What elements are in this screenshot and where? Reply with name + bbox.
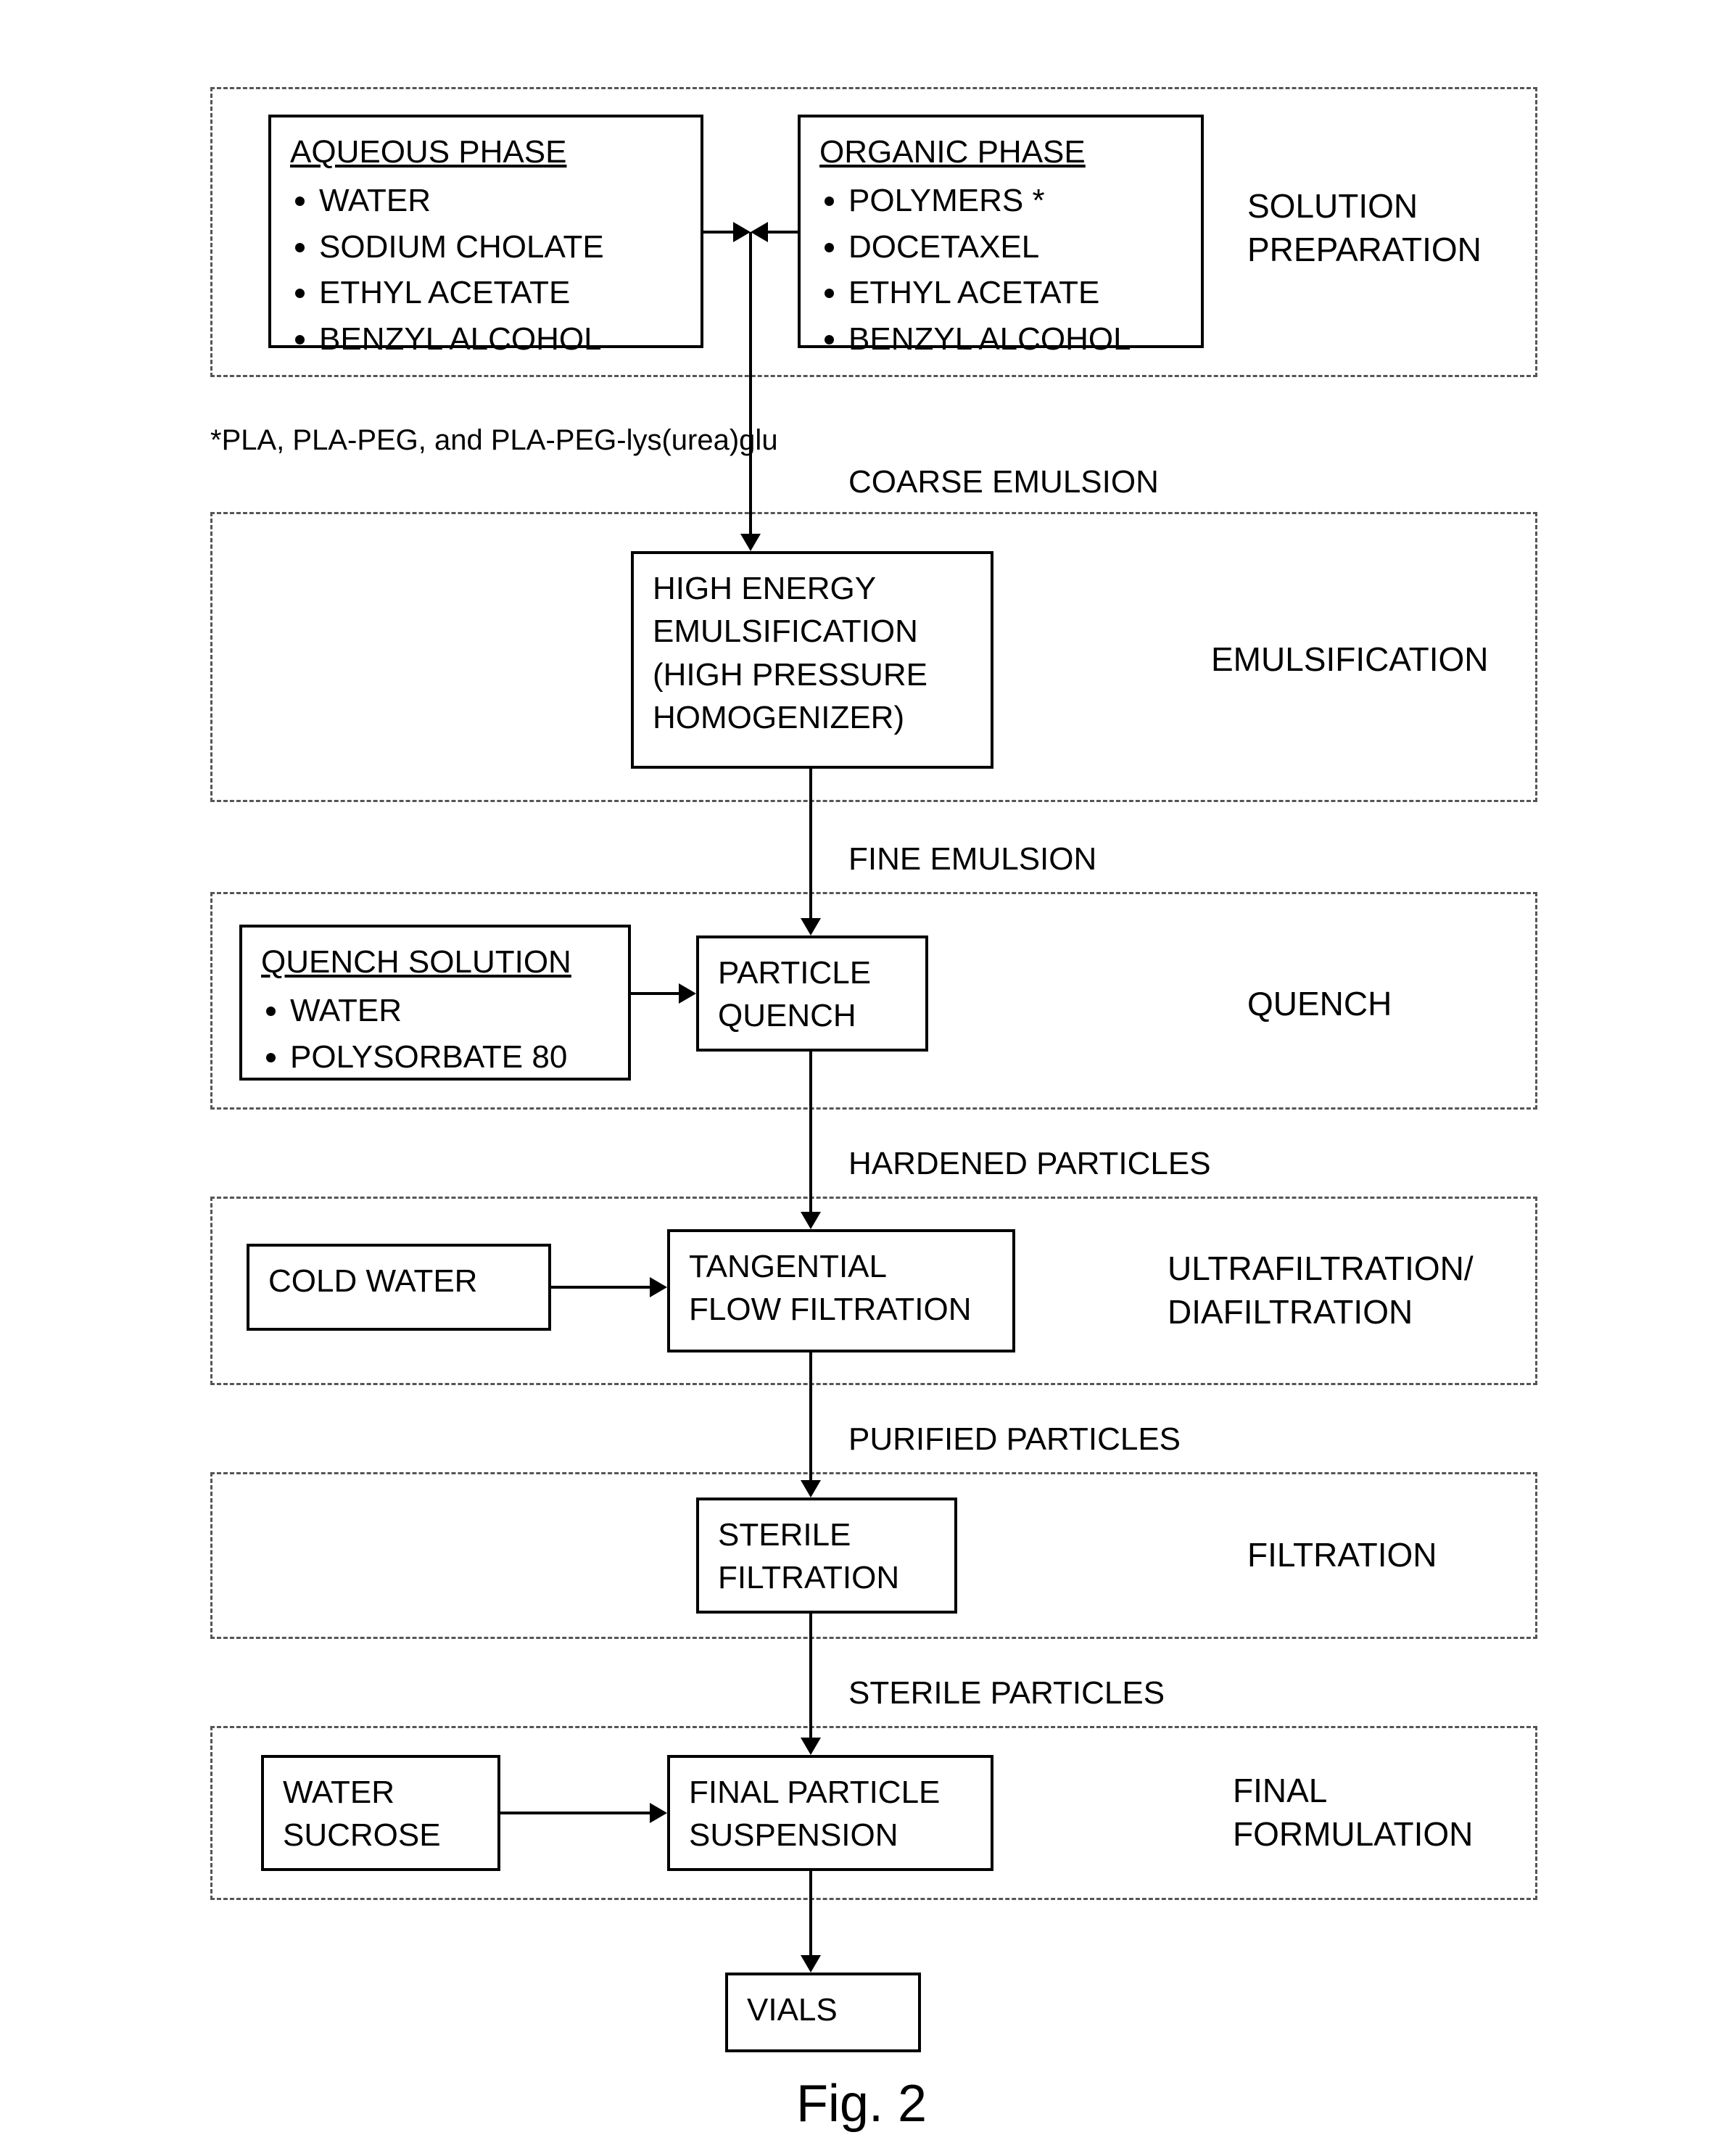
arrow-emul-to-quench-line [809,769,812,918]
arrow-aq-org-to-emul-line [749,232,752,534]
box-line: TANGENTIAL [689,1245,993,1288]
arrow-organic-merge-head-icon [751,222,768,242]
box-aqueous: AQUEOUS PHASE WATERSODIUM CHOLATEETHYL AC… [268,115,703,348]
flow-label-fine_emulsion: FINE EMULSION [848,841,1096,877]
arrow-aqueous-merge-head-icon [733,222,751,242]
arrow-aqueous-merge-line [703,231,733,234]
arrow-final-to-vials-head-icon [801,1955,821,1973]
box-item: WATER [319,179,682,222]
stage-label-solution-prep: SOLUTIONPREPARATION [1247,185,1482,272]
box-water_sucrose: WATERSUCROSE [261,1755,500,1871]
box-vials: VIALS [725,1973,921,2052]
box-cold_water: COLD WATER [247,1244,551,1331]
box-item: ETHYL ACETATE [319,271,682,314]
flow-label-hardened_particles: HARDENED PARTICLES [848,1146,1211,1182]
box-line: HIGH ENERGY [653,567,972,610]
arrow-final-to-vials-line [809,1871,812,1955]
flow-label-purified_particles: PURIFIED PARTICLES [848,1421,1181,1458]
box-item: ETHYL ACETATE [848,271,1182,314]
stage-label-final-formulation: FINALFORMULATION [1233,1769,1473,1856]
arrow-sterile-to-final-head-icon [801,1738,821,1755]
box-line: QUENCH [718,994,906,1037]
box-item: DOCETAXEL [848,226,1182,268]
arrow-sterile-to-final-line [809,1614,812,1738]
box-item: BENZYL ALCOHOL [848,318,1182,360]
box-item: POLYSORBATE 80 [290,1036,609,1078]
stage-label-emulsification: EMULSIFICATION [1211,638,1489,682]
box-line: PARTICLE [718,951,906,994]
box-line: FILTRATION [718,1556,935,1599]
box-items: WATERSODIUM CHOLATEETHYL ACETATEBENZYL A… [319,179,682,360]
box-line: (HIGH PRESSURE [653,653,972,696]
arrow-organic-merge-line [768,231,798,234]
arrow-emul-to-quench-head-icon [801,918,821,935]
box-sterile_filtration: STERILEFILTRATION [696,1498,957,1614]
box-line: SUSPENSION [689,1814,972,1856]
box-line: FINAL PARTICLE [689,1771,972,1814]
arrow-quench-to-tff-line [809,1052,812,1212]
flow-label-coarse_emulsion: COARSE EMULSION [848,464,1159,500]
arrow-quenchsol-to-pq-head-icon [679,983,696,1004]
box-line: VIALS [747,1988,899,2031]
box-item: WATER [290,989,609,1032]
box-items: WATERPOLYSORBATE 80 [290,989,609,1078]
stage-label-ultrafiltration: ULTRAFILTRATION/DIAFILTRATION [1168,1247,1474,1334]
box-line: HOMOGENIZER) [653,696,972,739]
arrow-aq-org-to-emul-head-icon [740,534,761,551]
box-line: SUCROSE [283,1814,479,1856]
stage-label-quench: QUENCH [1247,983,1392,1026]
box-quench_solution: QUENCH SOLUTION WATERPOLYSORBATE 80 [239,925,631,1081]
box-title: QUENCH SOLUTION [261,944,571,980]
arrow-ws-to-final-head-icon [650,1803,667,1823]
arrow-quenchsol-to-pq-line [631,992,679,995]
arrow-ws-to-final-line [500,1812,650,1814]
arrow-quench-to-tff-head-icon [801,1212,821,1229]
figure-caption: Fig. 2 [0,2074,1723,2134]
box-title: ORGANIC PHASE [819,134,1086,170]
footnote: *PLA, PLA-PEG, and PLA-PEG-lys(urea)glu [210,424,778,457]
box-line: WATER [283,1771,479,1814]
arrow-cold-to-tff-head-icon [650,1277,667,1297]
arrow-tff-to-sterile-line [809,1352,812,1480]
box-item: SODIUM CHOLATE [319,226,682,268]
box-tff: TANGENTIALFLOW FILTRATION [667,1229,1015,1352]
box-line: STERILE [718,1513,935,1556]
box-final_suspension: FINAL PARTICLESUSPENSION [667,1755,993,1871]
box-emulsification: HIGH ENERGYEMULSIFICATION(HIGH PRESSUREH… [631,551,993,769]
arrow-tff-to-sterile-head-icon [801,1480,821,1498]
box-line: FLOW FILTRATION [689,1288,993,1331]
box-organic: ORGANIC PHASE POLYMERS *DOCETAXELETHYL AC… [798,115,1204,348]
box-line: EMULSIFICATION [653,610,972,653]
stage-label-filtration: FILTRATION [1247,1534,1437,1577]
box-line: COLD WATER [268,1260,529,1302]
box-item: BENZYL ALCOHOL [319,318,682,360]
box-particle_quench: PARTICLEQUENCH [696,935,928,1052]
arrow-cold-to-tff-line [551,1286,650,1289]
box-items: POLYMERS *DOCETAXELETHYL ACETATEBENZYL A… [848,179,1182,360]
flow-label-sterile_particles: STERILE PARTICLES [848,1675,1165,1711]
box-title: AQUEOUS PHASE [290,134,566,170]
box-item: POLYMERS * [848,179,1182,222]
